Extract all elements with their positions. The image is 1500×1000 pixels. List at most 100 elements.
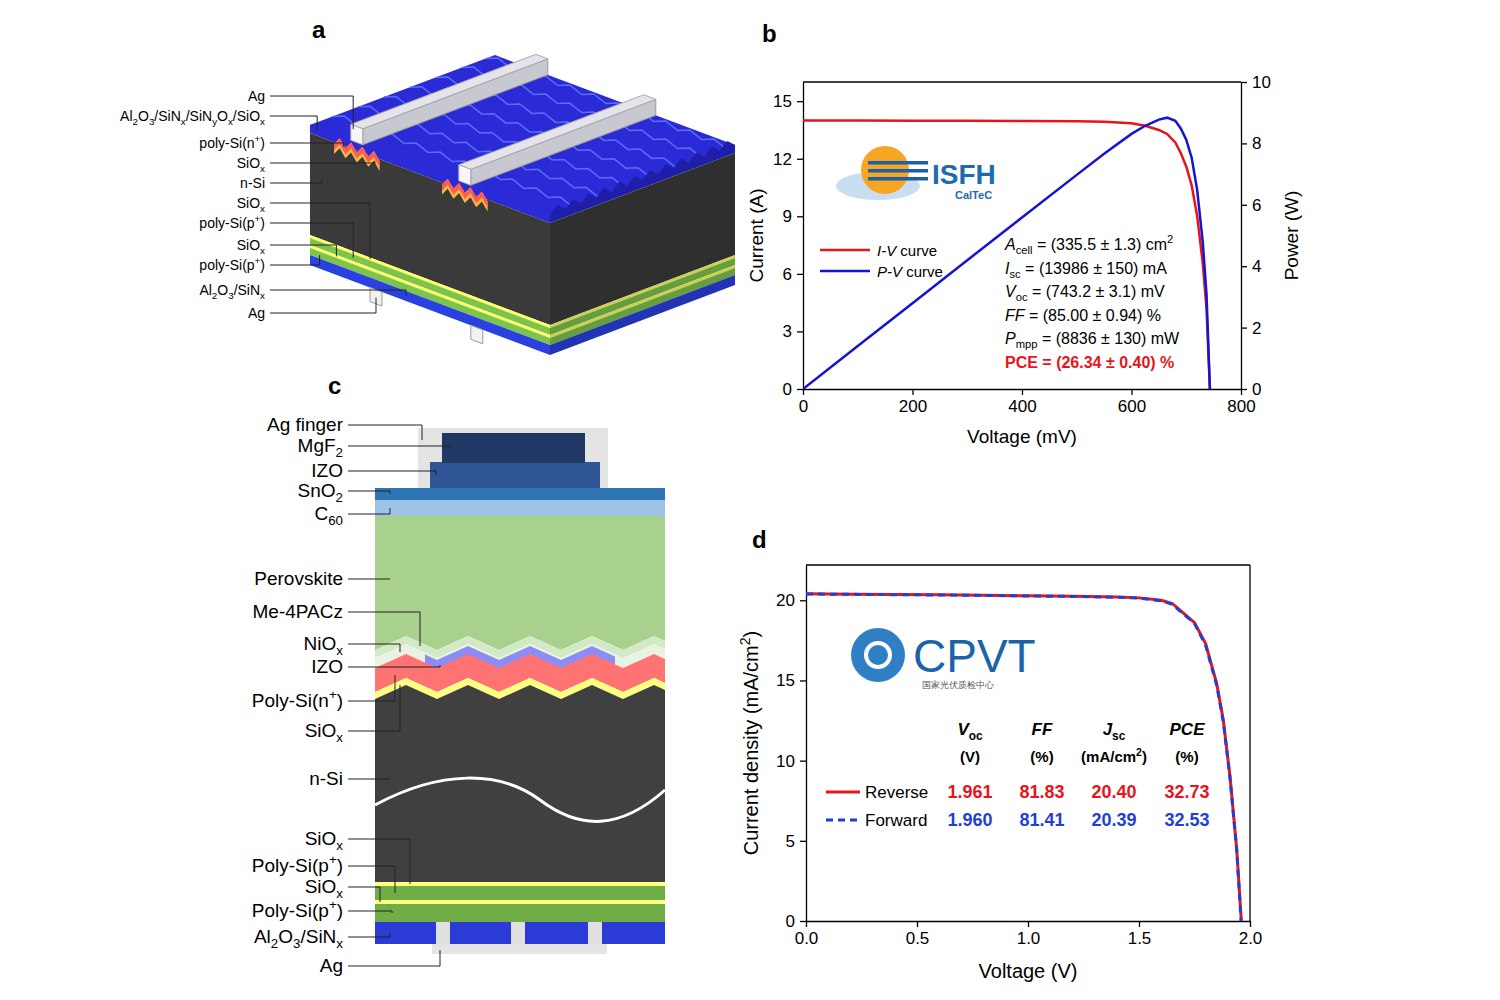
text-run: (mA/cm	[1081, 748, 1136, 765]
panel-label: a	[312, 16, 326, 43]
text-run: P-V	[877, 263, 904, 280]
text-run: SiO	[237, 237, 260, 253]
leader-line	[348, 491, 390, 494]
panel-d: CPVT国家光伏质检中心0.00.51.01.52.005101520Volta…	[737, 565, 1263, 982]
sno2	[375, 488, 665, 500]
break-line	[375, 778, 665, 821]
table-cell: 20.39	[1091, 810, 1136, 830]
table-cell: 20.40	[1091, 782, 1136, 802]
logo-text: ISFH	[932, 159, 996, 190]
text-run: O	[138, 108, 149, 124]
text-run: /SiN	[186, 108, 212, 124]
text-run: )	[260, 215, 265, 231]
text-run: x	[260, 116, 265, 127]
text-run: IZO	[311, 656, 343, 677]
layer-label: n-Si	[309, 768, 343, 789]
table-unit: (V)	[960, 748, 980, 765]
tick-label: 10	[1252, 73, 1271, 92]
text-run: )	[337, 900, 343, 921]
text-run: Poly-Si(p	[252, 900, 329, 921]
tick: 15	[776, 671, 806, 690]
axis-line	[803, 83, 804, 390]
tick-mark	[1022, 389, 1023, 395]
text-run: curve	[902, 263, 943, 280]
tick: 6	[783, 265, 803, 284]
tick-mark	[1139, 921, 1140, 927]
finger-front	[459, 165, 471, 186]
text-run: /SiN	[300, 926, 336, 947]
text-run: /SiN	[154, 108, 180, 124]
tick-mark	[1250, 921, 1251, 927]
tick: 5	[786, 832, 806, 851]
tick-label: 1.5	[1128, 929, 1152, 948]
tick-label: 6	[783, 265, 792, 284]
text-run: 2	[336, 445, 343, 460]
text-run: poly-Si(p	[199, 257, 254, 273]
rear-contact	[511, 922, 525, 944]
text-run: SiO	[237, 155, 260, 171]
siox-rear-1	[375, 882, 665, 886]
layer-label: n-Si	[240, 175, 265, 191]
axis-line	[806, 566, 807, 922]
axis: 0200400600800	[799, 389, 1256, 416]
text-run: Al	[120, 108, 132, 124]
logo-stripe	[868, 177, 928, 181]
plot-area	[806, 594, 1241, 921]
text-run: poly-Si(p	[199, 215, 254, 231]
data-line	[806, 594, 1241, 921]
tick-label: 2	[1252, 319, 1261, 338]
axis-line	[1241, 83, 1242, 390]
layer-label: Poly-Si(p+)	[252, 852, 343, 876]
tick: 400	[1008, 389, 1036, 416]
frame-line	[803, 81, 1241, 82]
izo-top	[430, 462, 600, 489]
text-run: n-Si	[309, 768, 343, 789]
table-unit: (%)	[1030, 748, 1053, 765]
text-run: SiO	[305, 720, 337, 741]
data-line	[803, 118, 1210, 389]
layer-right	[550, 268, 735, 345]
text-run: Perovskite	[254, 568, 343, 589]
tick-label: 0	[786, 912, 795, 931]
tick: 0.0	[795, 921, 819, 948]
panel-c: Ag fingerMgF2IZOSnO2C60PerovskiteMe-4PAC…	[252, 414, 665, 976]
leader-line	[348, 579, 390, 580]
finger-side	[471, 99, 656, 185]
leader-line	[270, 116, 317, 131]
panel-b: ISFHCalTeC0200400600800036912150246810Vo…	[746, 73, 1302, 447]
text-run: O	[278, 926, 293, 947]
axis-title: Current (A)	[746, 189, 767, 283]
tick: 20	[776, 591, 806, 610]
tick-mark	[1028, 921, 1029, 927]
table-head: PCE	[1170, 720, 1206, 739]
tick-label: 200	[899, 397, 927, 416]
layer-label: SiOx	[305, 828, 344, 853]
text-run: P	[1005, 330, 1016, 347]
layer-right	[550, 265, 735, 338]
tick-label: 600	[1118, 397, 1146, 416]
tick: 0.5	[906, 921, 930, 948]
text-run: PCE = (26.34 ± 0.40) %	[1005, 354, 1174, 371]
text-run: Poly-Si(n	[252, 690, 329, 711]
text-run: FF	[1005, 307, 1026, 324]
axis: 03691215	[773, 83, 803, 399]
tick-mark	[1241, 205, 1247, 206]
tick: 8	[1241, 134, 1261, 153]
tick-label: 4	[1252, 257, 1261, 276]
leader-line	[348, 675, 395, 701]
text-run: IZO	[311, 460, 343, 481]
layer-right	[550, 275, 735, 355]
leader-line	[348, 887, 380, 902]
layer-label: poly-Si(p+)	[199, 213, 265, 231]
panel-a: AgAl2O3/SiNx/SiNyOx/SiOxpoly-Si(n+)SiOxn…	[120, 54, 735, 355]
rear-contact	[436, 922, 450, 944]
tick-label: 2.0	[1239, 929, 1263, 948]
leader-line	[348, 933, 390, 937]
layer-label: SnO2	[298, 480, 343, 505]
tick-mark	[800, 680, 806, 681]
text-run: x	[336, 838, 343, 853]
leader-line	[348, 839, 410, 884]
data-line	[806, 594, 1241, 921]
tick-label: 12	[773, 150, 792, 169]
text-run: 2	[271, 936, 278, 951]
